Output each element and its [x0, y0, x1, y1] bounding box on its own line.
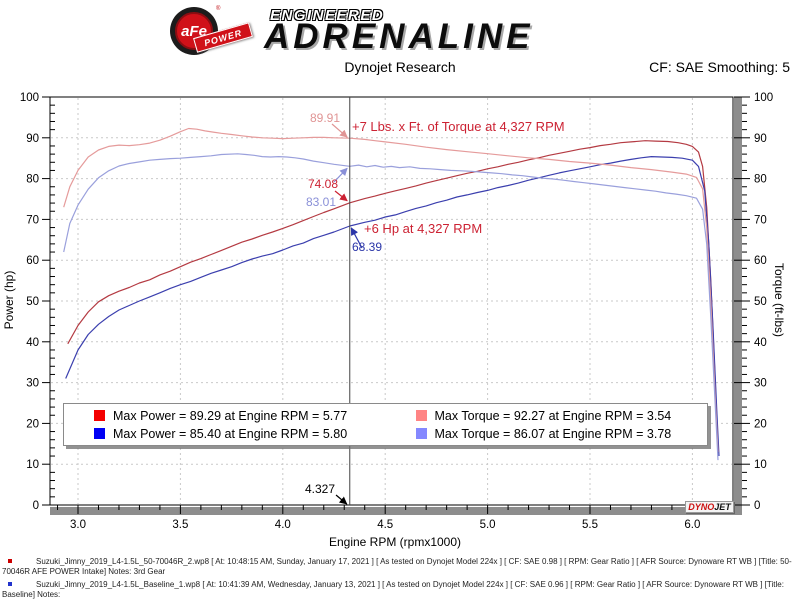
legend-item-max-power-afe: Max Power = 89.29 at Engine RPM = 5.77 — [64, 408, 386, 424]
engineered-wordmark: ENGINEERED — [270, 7, 385, 24]
curve-torque-baseline — [63, 153, 719, 461]
x-axis-title: Engine RPM (rpmx1000) — [328, 535, 462, 549]
cursor-value-power-afe: 74.08 — [307, 177, 338, 191]
x-tick-label: 4.5 — [377, 519, 393, 531]
legend-swatch-power-baseline — [94, 428, 105, 439]
legend-swatch-torque-baseline — [415, 428, 427, 439]
arrow-power-baseline — [350, 227, 363, 249]
run-info-modified: Suzuki_Jimny_2019_L4-1.5L_50-70046R_2.wp… — [2, 557, 798, 577]
legend-label: Max Torque = 92.27 at Engine RPM = 3.54 — [434, 408, 672, 423]
legend-label: Max Torque = 86.07 at Engine RPM = 3.78 — [434, 426, 672, 441]
y-tick-label-right: 50 — [754, 296, 767, 308]
y-tick-label-left: 80 — [26, 174, 39, 186]
cursor-value-power-baseline: 68.39 — [352, 240, 383, 254]
dynojet-logo-dyno: DYNO — [688, 501, 715, 512]
x-tick-label: 6.0 — [684, 519, 700, 531]
curve-power-afe — [67, 140, 719, 448]
y-tick-label-right: 20 — [754, 418, 767, 430]
torque-gain-callout: +7 Lbs. x Ft. of Torque at 4,327 RPM — [352, 119, 565, 134]
dynojet-logo: DYNO JET — [685, 501, 734, 513]
legend-box: Max Power = 89.29 at Engine RPM = 5.77 M… — [63, 403, 708, 446]
legend-item-max-torque-baseline: Max Torque = 86.07 at Engine RPM = 3.78 — [386, 426, 708, 442]
y-tick-label-left: 60 — [26, 255, 39, 267]
y-tick-label-right: 30 — [754, 378, 767, 390]
y-tick-label-left: 20 — [26, 418, 39, 430]
run-info-baseline: Suzuki_Jimny_2019_L4-1.5L_Baseline_1.wp8… — [2, 580, 798, 600]
curve-power-baseline — [65, 156, 720, 457]
arrow-torque-baseline — [333, 167, 348, 183]
h-scrollbar[interactable] — [50, 507, 742, 515]
x-tick-label: 4.0 — [275, 519, 291, 531]
arrow-torque-afe — [331, 123, 348, 138]
y-tick-label-left: 10 — [26, 459, 39, 471]
y-tick-label-left: 30 — [26, 378, 39, 390]
cursor-value-torque-baseline: 83.01 — [305, 195, 336, 209]
run-bullet-red — [8, 559, 12, 563]
y-tick-label-right: 40 — [754, 337, 767, 349]
run-info-footer: Suzuki_Jimny_2019_L4-1.5L_50-70046R_2.wp… — [2, 557, 798, 600]
arrow-power-afe — [334, 190, 348, 202]
legend-swatch-torque-afe — [415, 410, 427, 421]
dynojet-logo-jet: JET — [714, 501, 731, 512]
v-scrollbar[interactable] — [734, 97, 742, 515]
x-tick-label: 3.5 — [172, 519, 188, 531]
x-tick-label: 3.0 — [70, 519, 86, 531]
x-tick-label: 5.5 — [582, 519, 598, 531]
cursor-value-torque-afe: 89.91 — [309, 111, 340, 125]
curve-torque-afe — [63, 127, 719, 453]
arrow-cursor-rpm — [335, 494, 348, 505]
y-tick-label-right: 80 — [754, 174, 767, 186]
y-tick-label-right: 90 — [754, 133, 767, 145]
legend-item-max-power-baseline: Max Power = 85.40 at Engine RPM = 5.80 — [64, 426, 386, 442]
y-tick-label-left: 50 — [26, 296, 39, 308]
hp-gain-callout: +6 Hp at 4,327 RPM — [364, 221, 483, 236]
run-bullet-blue — [8, 582, 12, 586]
y-tick-label-right: 10 — [754, 459, 767, 471]
y-tick-label-right: 100 — [754, 92, 773, 104]
x-tick-label: 5.0 — [480, 519, 496, 531]
run-info-text: Suzuki_Jimny_2019_L4-1.5L_50-70046R_2.wp… — [2, 557, 792, 576]
y-tick-label-left: 100 — [20, 92, 39, 104]
legend-label: Max Power = 85.40 at Engine RPM = 5.80 — [113, 426, 348, 441]
adrenaline-wordmark: ADRENALINE — [264, 17, 534, 56]
chart-title: Dynojet Research — [344, 59, 456, 75]
legend-swatch-power-afe — [94, 410, 105, 421]
run-info-text: Suzuki_Jimny_2019_L4-1.5L_Baseline_1.wp8… — [2, 580, 784, 599]
y-axis-title-torque: Torque (ft-lbs) — [772, 262, 786, 338]
y-tick-label-left: 40 — [26, 337, 39, 349]
y-axis-title-power: Power (hp) — [2, 270, 16, 330]
cursor-rpm-label: 4.327 — [304, 482, 335, 496]
registered-mark: ® — [216, 6, 221, 12]
y-tick-label-left: 90 — [26, 133, 39, 145]
legend-item-max-torque-afe: Max Torque = 92.27 at Engine RPM = 3.54 — [386, 408, 708, 424]
smoothing-setting: CF: SAE Smoothing: 5 — [649, 59, 790, 75]
afe-power-logo: aFe — [170, 7, 218, 55]
y-tick-label-left: 70 — [26, 214, 39, 226]
y-tick-label-right: 70 — [754, 214, 767, 226]
y-tick-label-right: 60 — [754, 255, 767, 267]
legend-label: Max Power = 89.29 at Engine RPM = 5.77 — [113, 408, 348, 423]
y-tick-label-right: 0 — [754, 500, 760, 512]
y-tick-label-left: 0 — [33, 500, 39, 512]
